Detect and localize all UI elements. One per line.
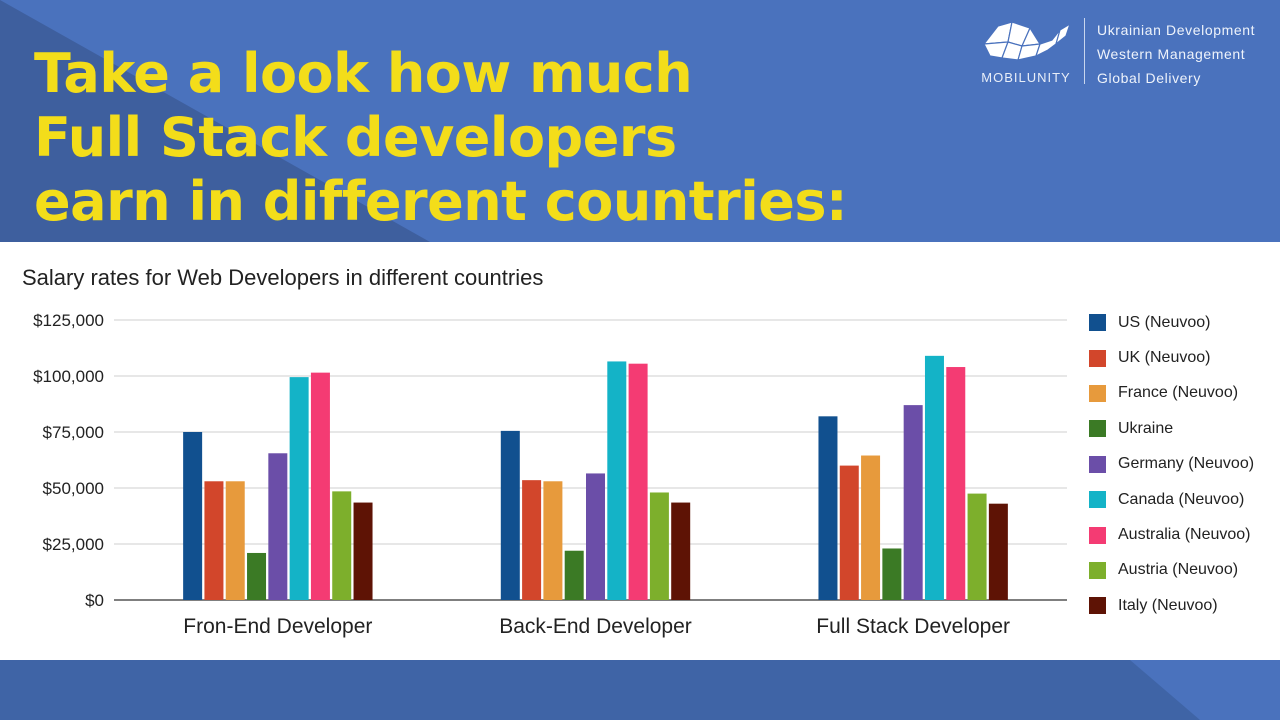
x-tick-label: Fron-End Developer [183,615,372,638]
y-tick-label: $75,000 [43,423,104,442]
polygon-whale-icon [983,21,1071,61]
bar [543,481,563,600]
bar [522,480,542,600]
legend-item: Canada (Neuvoo) [1089,482,1254,517]
headline-line-2: Full Stack developers [34,106,677,169]
legend-label: Canada (Neuvoo) [1118,490,1245,508]
headline-line-3: earn in different countries: [34,170,848,233]
legend-item: France (Neuvoo) [1089,376,1254,411]
legend-label: Ukraine [1118,419,1174,437]
bar [268,453,288,600]
bar [310,372,330,600]
bar [564,550,584,600]
bar-chart: $0 $25,000 $50,000 $75,000 $100,000 $125,000 F… [33,311,1067,638]
bar [671,502,691,600]
legend-swatch [1089,349,1106,367]
legend-swatch [1089,455,1106,473]
legend-swatch [1089,526,1106,544]
legend-label: Austria (Neuvoo) [1118,561,1239,579]
bar [586,473,605,600]
legend-item: US (Neuvoo) [1089,305,1254,340]
y-tick-label: $0 [85,591,104,610]
legend-label: UK (Neuvoo) [1118,349,1211,367]
legend-swatch [1089,491,1106,509]
y-tick-label: $125,000 [33,311,104,330]
bar [204,481,224,600]
y-tick-label: $100,000 [33,367,104,386]
bar [289,377,309,600]
legend-label: Italy (Neuvoo) [1118,596,1218,614]
bar [903,405,923,600]
legend-item: UK (Neuvoo) [1089,340,1254,375]
bar [353,502,373,600]
chart-title: Salary rates for Web Developers in diffe… [22,265,544,290]
bar [861,455,881,600]
y-tick-label: $50,000 [43,479,104,498]
brand-logo: MOBILUNITY [978,16,1074,88]
bar [839,465,859,600]
bar [882,548,902,600]
legend-label: Germany (Neuvoo) [1118,455,1255,473]
tagline-line-2: Western Management [1097,46,1246,62]
legend-item: Austria (Neuvoo) [1089,553,1254,588]
bar [332,491,352,600]
tagline-line-3: Global Delivery [1097,70,1201,86]
bar [924,355,944,600]
legend-label: US (Neuvoo) [1118,313,1211,331]
legend-item: Italy (Neuvoo) [1089,588,1254,623]
x-tick-label: Back-End Developer [499,615,692,638]
brand-tagline: Ukrainian Development Western Management… [1097,18,1255,90]
legend-swatch [1089,597,1106,615]
legend-item: Australia (Neuvoo) [1089,517,1254,552]
bar [967,493,987,600]
logo-divider [1084,18,1085,84]
legend-item: Germany (Neuvoo) [1089,447,1254,482]
legend-swatch [1089,561,1106,579]
bar [607,361,627,600]
y-tick-label: $25,000 [43,535,104,554]
bar [247,552,267,600]
bar [500,430,520,600]
bar [225,481,245,600]
x-tick-label: Full Stack Developer [816,615,1010,638]
bar [183,432,203,600]
bar [946,367,966,600]
legend-swatch [1089,384,1106,402]
headline-line-1: Take a look how much [34,42,693,105]
tagline-line-1: Ukrainian Development [1097,22,1256,38]
legend-label: France (Neuvoo) [1118,384,1239,402]
bar [649,492,669,600]
legend-swatch [1089,420,1106,438]
brand-name: MOBILUNITY [981,70,1071,85]
bar [988,503,1008,600]
bar [818,416,838,600]
page-headline: Take a look how much Full Stack develope… [34,42,848,234]
legend-label: Australia (Neuvoo) [1118,526,1251,544]
legend-swatch [1089,314,1106,332]
legend-item: Ukraine [1089,411,1254,446]
chart-legend: US (Neuvoo) UK (Neuvoo) France (Neuvoo) Ukr… [1089,305,1254,624]
bar [628,363,648,600]
